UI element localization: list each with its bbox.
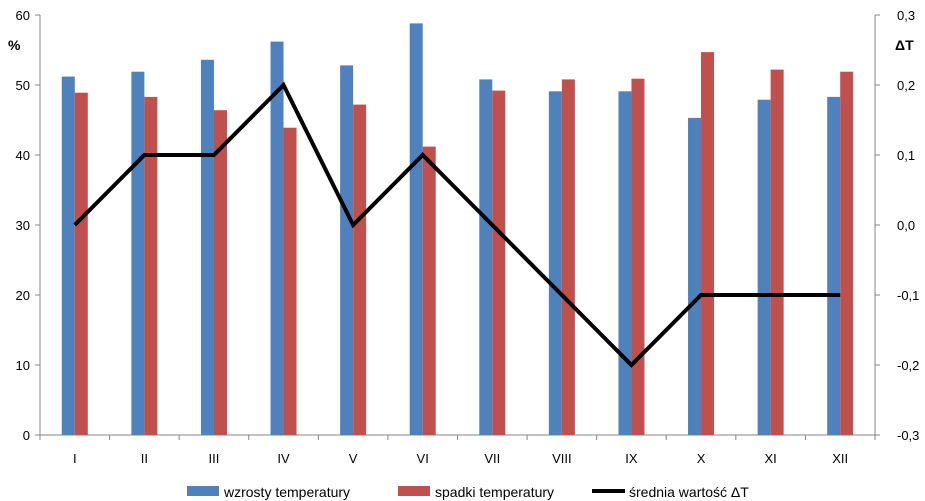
legend-item-spadki: spadki temperatury [398, 484, 554, 500]
right-tick-label: -0,1 [897, 288, 919, 303]
bar-wzrosty [270, 41, 284, 435]
bar-wzrosty [131, 71, 145, 435]
bar-wzrosty [479, 79, 493, 436]
bar-spadki [492, 90, 506, 435]
x-tick-label: XI [764, 451, 776, 466]
bar-wzrosty [618, 91, 632, 436]
bar-spadki [770, 69, 784, 435]
right-tick-label: 0,0 [897, 218, 915, 233]
left-tick-label: 0 [23, 428, 30, 443]
bar-wzrosty [200, 59, 214, 436]
legend-label: średnia wartość ΔT [629, 484, 749, 500]
x-tick-label: V [349, 451, 358, 466]
right-tick-label: 0,3 [897, 8, 915, 23]
bar-spadki [422, 146, 436, 435]
left-tick-label: 60 [16, 8, 30, 23]
right-axis-unit-label: ΔT [895, 37, 914, 53]
bar-spadki [283, 127, 297, 435]
bar-spadki [213, 110, 227, 435]
bar-wzrosty [757, 99, 771, 435]
bar-spadki [561, 79, 575, 436]
left-tick-label: 20 [16, 288, 30, 303]
bar-spadki [144, 96, 158, 436]
x-tick-label: VII [484, 451, 500, 466]
bar-spadki [631, 78, 645, 435]
x-tick-label: VIII [552, 451, 572, 466]
x-tick-label: II [141, 451, 148, 466]
bar-spadki [840, 71, 854, 435]
left-axis-unit-label: % [8, 37, 21, 53]
bar-wzrosty [827, 96, 841, 436]
x-tick-label: VI [417, 451, 429, 466]
bar-wzrosty [688, 117, 702, 436]
legend-label: spadki temperatury [435, 484, 554, 500]
right-tick-label: 0,2 [897, 78, 915, 93]
line-srednia-wartosc [73, 81, 841, 368]
x-tick-label: IV [277, 451, 290, 466]
legend-swatch [398, 486, 430, 496]
left-tick-label: 30 [16, 218, 30, 233]
x-tick-label: XII [832, 451, 848, 466]
bar-spadki [74, 92, 88, 435]
x-tick-label: IX [625, 451, 638, 466]
legend-label: wzrosty temperatury [223, 484, 350, 500]
legend-swatch [187, 486, 219, 496]
x-tick-label: X [697, 451, 706, 466]
legend: wzrosty temperatury spadki temperatury śre… [187, 484, 749, 500]
x-tick-label: I [73, 451, 77, 466]
left-tick-label: 50 [16, 78, 30, 93]
right-tick-label: 0,1 [897, 148, 915, 163]
legend-item-srednia: średnia wartość ΔT [592, 484, 749, 500]
bar-wzrosty [409, 23, 423, 436]
right-tick-label: -0,3 [897, 428, 919, 443]
right-tick-label: -0,2 [897, 358, 919, 373]
bar-wzrosty [548, 91, 562, 436]
bar-wzrosty [340, 65, 354, 436]
bar-spadki [701, 52, 715, 435]
bar-spadki [353, 104, 367, 435]
bar-wzrosty [61, 76, 75, 435]
x-tick-label: III [209, 451, 220, 466]
left-tick-label: 40 [16, 148, 30, 163]
legend-item-wzrosty: wzrosty temperatury [187, 484, 350, 500]
left-tick-label: 10 [16, 358, 30, 373]
